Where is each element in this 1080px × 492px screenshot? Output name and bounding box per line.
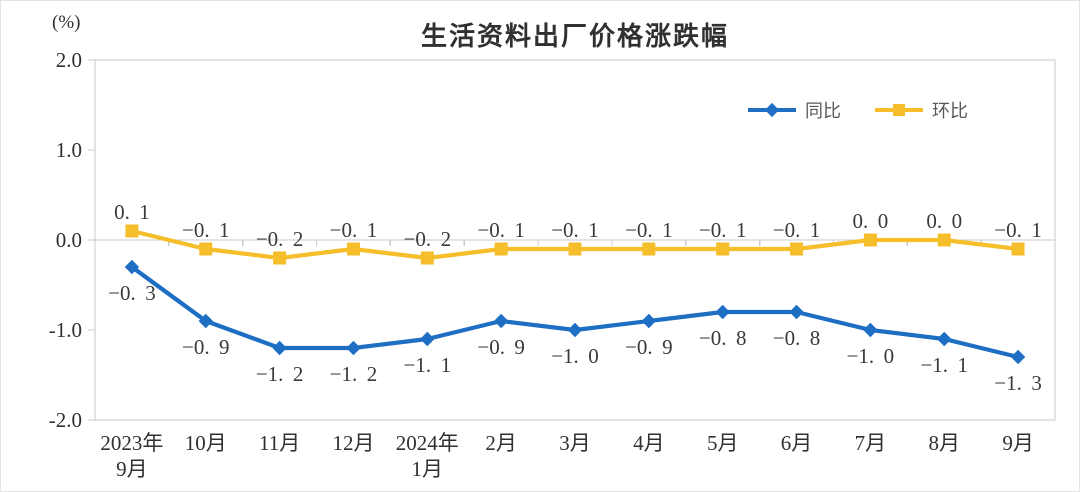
data-label: −1. 1 [404,353,452,377]
data-label: −1. 1 [920,353,968,377]
y-axis-tick-label: 0.0 [56,228,82,252]
yoy-line-sample [748,102,796,118]
category-label: 2024年 [396,431,459,455]
y-axis-tick-label: -2.0 [49,408,82,432]
category-label: 9月 [116,457,148,481]
legend: 同比 环比 [748,97,968,123]
data-label: −0. 9 [477,335,525,359]
legend-label-yoy: 同比 [805,101,841,121]
square-marker-icon [716,242,730,256]
data-label: 0. 1 [114,200,150,224]
square-marker-icon [273,251,287,265]
chart-title: 生活资料出厂价格涨跌幅 [420,21,729,51]
category-label: 7月 [855,431,887,455]
data-label: −0. 8 [699,326,747,350]
data-label: −1. 0 [551,344,599,368]
y-axis-tick-label: -1.0 [49,318,82,342]
legend-item-mom: 环比 [875,97,968,123]
category-label: 5月 [707,431,739,455]
square-marker-icon [420,251,434,265]
category-label: 4月 [633,431,665,455]
category-label: 9月 [1002,431,1034,455]
diamond-marker-icon [272,340,287,356]
diamond-marker-icon [493,313,509,329]
diamond-marker-icon [420,331,435,347]
category-label: 11月 [259,431,300,455]
diamond-marker-icon [1010,349,1026,365]
square-marker-icon [125,224,139,238]
data-label: −0. 3 [108,281,156,305]
data-label: −1. 3 [994,371,1042,395]
square-marker-icon [1011,242,1025,256]
data-label: 0. 0 [926,209,962,233]
square-marker-icon [642,242,656,256]
category-label: 3月 [559,431,591,455]
square-marker-icon [494,242,508,256]
square-marker-icon [937,233,951,247]
data-label: −1. 2 [256,362,304,386]
category-label: 8月 [928,431,960,455]
square-marker-icon [199,242,213,256]
mom-line-sample [875,104,923,116]
diamond-marker-icon [567,322,583,338]
square-marker-icon [568,242,582,256]
data-label: −0. 9 [625,335,673,359]
category-label: 12月 [332,431,374,455]
data-label: −0. 9 [182,335,230,359]
data-label: −0. 1 [625,218,673,242]
data-label: 0. 0 [853,209,889,233]
diamond-marker-icon [789,304,804,320]
diamond-marker-icon [764,102,780,118]
data-label: −0. 1 [994,218,1042,242]
category-label: 10月 [185,431,227,455]
data-label: −0. 2 [404,227,452,251]
square-marker-icon [863,233,877,247]
square-marker-icon [790,242,804,256]
data-label: −0. 1 [182,218,230,242]
data-label: −0. 1 [551,218,599,242]
category-label: 6月 [781,431,813,455]
diamond-marker-icon [715,304,730,320]
diamond-marker-icon [198,313,213,329]
y-axis-tick-label: 1.0 [56,138,82,162]
data-label: −0. 1 [773,218,821,242]
data-label: −1. 2 [330,362,378,386]
category-label: 1月 [412,457,444,481]
y-axis-unit-label: (%) [52,12,81,33]
diamond-marker-icon [937,331,952,347]
legend-label-mom: 环比 [932,101,968,121]
data-label: −0. 1 [699,218,747,242]
diamond-marker-icon [863,322,878,338]
legend-item-yoy: 同比 [748,97,841,123]
square-marker-icon [893,104,905,116]
data-label: −0. 8 [773,326,821,350]
data-label: −0. 2 [256,227,304,251]
diamond-marker-icon [124,259,140,275]
y-axis-tick-label: 2.0 [56,48,82,72]
data-label: −0. 1 [477,218,525,242]
square-marker-icon [346,242,360,256]
diamond-marker-icon [641,313,657,329]
category-label: 2023年 [100,431,163,455]
data-label: −0. 1 [330,218,378,242]
data-label: −1. 0 [847,344,895,368]
diamond-marker-icon [346,340,361,356]
category-label: 2月 [485,431,517,455]
